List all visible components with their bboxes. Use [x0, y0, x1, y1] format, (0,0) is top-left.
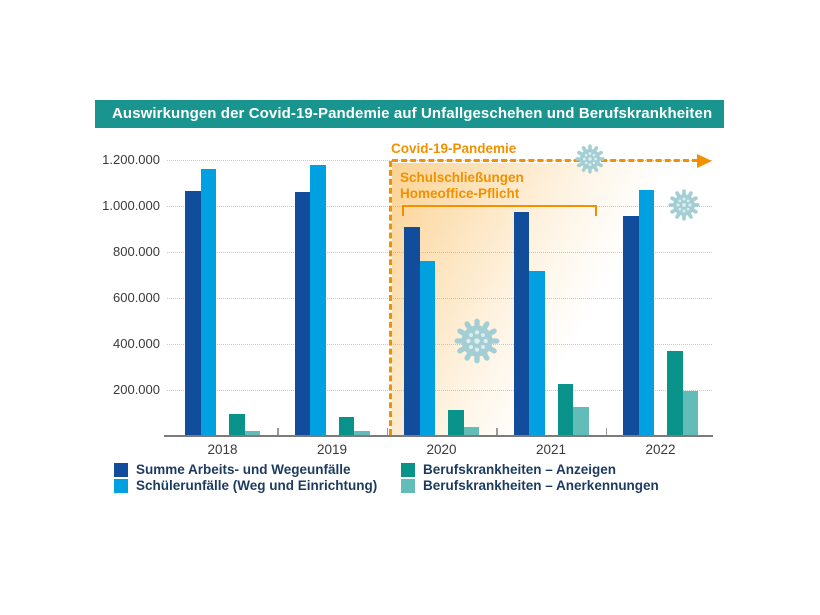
- legend-label: Summe Arbeits- und Wegeunfälle: [136, 462, 351, 477]
- measures-period-bracket: [402, 205, 597, 216]
- bar-2018-s0: [185, 190, 201, 436]
- measures-annotation-label: Schulschließungen Homeoffice-Pflicht: [400, 170, 524, 201]
- bar-2018-s2: [229, 413, 245, 436]
- bar-2018-s1: [200, 169, 216, 436]
- bar-2022-s0: [623, 216, 639, 436]
- bar-2021-s2: [557, 383, 573, 436]
- measures-annotation-line: Homeoffice-Pflicht: [400, 185, 520, 201]
- measures-annotation-line: Schulschließungen: [400, 170, 524, 185]
- legend-swatch: [401, 479, 415, 493]
- chart-title: Auswirkungen der Covid-19-Pandemie auf U…: [95, 100, 724, 128]
- bar-2022-s2: [667, 350, 683, 436]
- legend-swatch: [114, 479, 128, 493]
- coronavirus-icon: [668, 189, 700, 226]
- pandemic-start-line: [389, 161, 392, 435]
- legend-swatch: [114, 463, 128, 477]
- x-axis-category-label: 2021: [535, 442, 567, 457]
- y-axis-tick-label: 400.000: [113, 335, 160, 351]
- y-axis-tick-label: 1.200.000: [102, 152, 160, 167]
- bar-2019-s0: [294, 192, 310, 436]
- x-axis-tick: [605, 427, 608, 435]
- bar-2020-s2: [448, 410, 464, 436]
- x-axis-line: [164, 434, 713, 437]
- bar-2022-s3: [682, 390, 698, 436]
- bar-2020-s1: [419, 261, 435, 436]
- pandemic-period-highlight: [392, 163, 712, 435]
- bar-2021-s1: [529, 271, 545, 436]
- arrow-right-icon: [697, 153, 712, 168]
- legend-label: Schülerunfälle (Weg und Einrichtung): [136, 478, 378, 493]
- x-axis-category-label: 2019: [316, 442, 348, 457]
- legend-swatch: [401, 463, 415, 477]
- legend-label: Berufskrankheiten – Anzeigen: [423, 462, 617, 477]
- y-axis-tick-label: 1.000.000: [102, 197, 160, 213]
- bar-2020-s0: [404, 226, 420, 436]
- x-axis-category-label: 2020: [426, 442, 457, 457]
- bar-2020-s3: [463, 427, 479, 436]
- legend-label: Berufskrankheiten – Anerkennungen: [423, 478, 659, 493]
- pandemic-timeline-arrow: [392, 159, 698, 162]
- x-axis-category-label: 2022: [645, 442, 676, 457]
- bar-2021-s3: [573, 406, 589, 436]
- x-axis-tick: [386, 427, 389, 435]
- x-axis-tick: [496, 427, 498, 435]
- bar-2019-s2: [338, 417, 354, 436]
- bar-2018-s3: [244, 430, 260, 436]
- bar-2019-s3: [354, 431, 370, 436]
- bar-2019-s1: [310, 164, 326, 436]
- pandemic-annotation-label: Covid-19-Pandemie: [391, 141, 517, 156]
- x-axis-category-label: 2018: [207, 442, 238, 457]
- bar-2022-s1: [638, 189, 654, 436]
- bar-2021-s0: [513, 211, 529, 436]
- y-axis-tick-label: 600.000: [113, 289, 160, 305]
- y-axis-tick-label: 800.000: [113, 243, 160, 259]
- y-axis-tick-label: 200.000: [113, 381, 160, 397]
- x-axis-tick: [277, 427, 279, 435]
